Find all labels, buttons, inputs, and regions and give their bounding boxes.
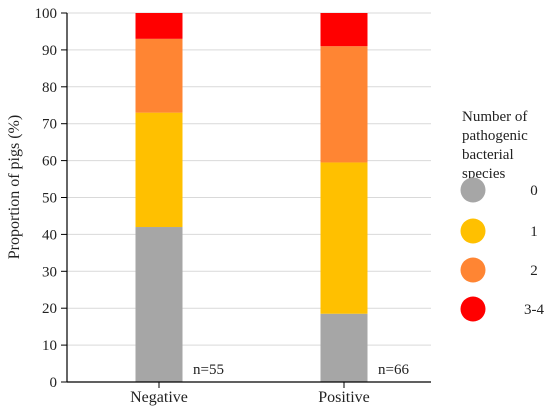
bar-segment-negative-2 [135, 38, 183, 113]
y-tick-label: 50 [42, 191, 57, 207]
legend-title-line: Number of [462, 109, 527, 125]
x-tick-label: Positive [318, 389, 370, 406]
legend-title-line: pathogenic [462, 128, 528, 144]
y-tick-label: 30 [42, 264, 57, 280]
sample-size-label: n=55 [193, 362, 224, 378]
legend-swatch-3-4 [460, 296, 486, 322]
x-tick-labels: Negative Positive [130, 382, 370, 406]
y-tick-label: 90 [42, 43, 57, 59]
y-tick-label: 60 [42, 154, 57, 170]
x-tick-label: Negative [130, 389, 188, 406]
bar-segment-negative-1 [135, 112, 183, 228]
annotations: n=55 n=66 [193, 362, 409, 378]
legend-title-line: bacterial [462, 147, 514, 163]
gridlines [67, 12, 431, 346]
legend-label-3-4: 3-4 [524, 302, 544, 318]
bars [135, 13, 368, 382]
sample-size-label: n=66 [378, 362, 409, 378]
bar-segment-positive-3-4 [320, 13, 368, 47]
legend: Number ofpathogenicbacterialspecies0123-… [460, 109, 544, 322]
y-tick-label: 100 [35, 6, 58, 22]
bar-segment-positive-0 [320, 313, 368, 382]
legend-label-0: 0 [530, 183, 538, 199]
y-axis-label: Proportion of pigs (%) [6, 115, 23, 259]
bar-segment-positive-1 [320, 162, 368, 314]
y-tick-label: 40 [42, 227, 57, 243]
bar-segment-positive-2 [320, 46, 368, 163]
y-tick-label: 0 [50, 375, 58, 391]
legend-swatch-2 [460, 257, 486, 283]
legend-swatch-0 [460, 177, 486, 203]
y-tick-label: 10 [42, 338, 57, 354]
y-tick-label: 20 [42, 301, 57, 317]
legend-label-1: 1 [530, 224, 538, 240]
bar-segment-negative-3-4 [135, 13, 183, 39]
y-tick-label: 80 [42, 80, 57, 96]
bar-segment-negative-0 [135, 227, 183, 382]
y-tick-label: 70 [42, 117, 57, 133]
y-tick-labels: 0 10 20 30 40 50 60 70 80 90 100 [35, 6, 67, 391]
legend-swatch-1 [460, 218, 486, 244]
legend-label-2: 2 [530, 263, 538, 279]
